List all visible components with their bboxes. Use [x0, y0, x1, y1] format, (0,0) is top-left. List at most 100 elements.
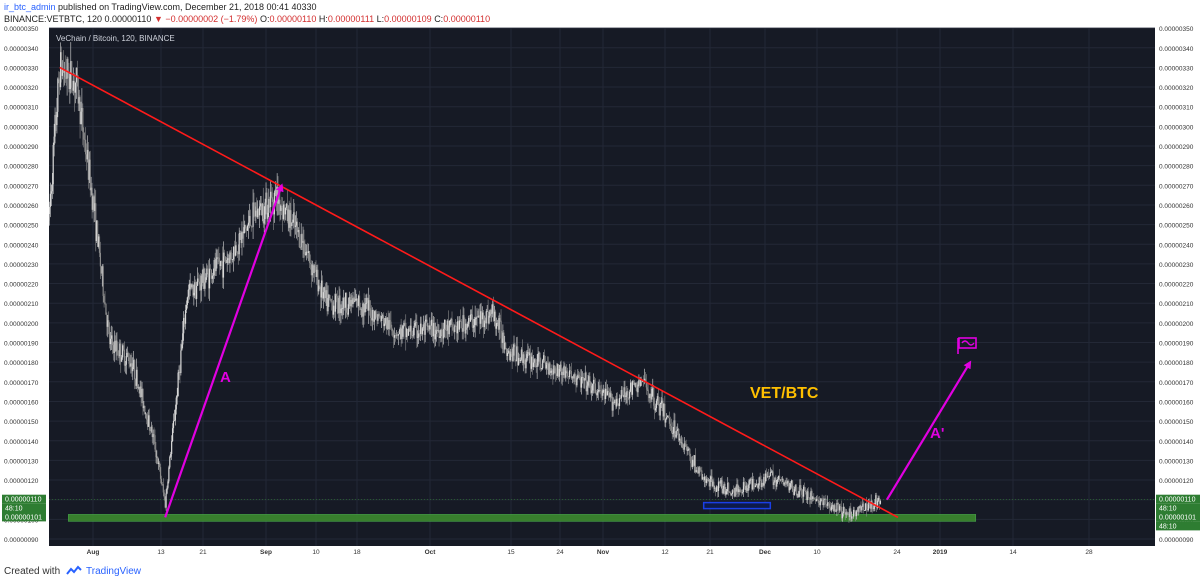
candle-body — [308, 251, 311, 263]
tradingview-brand-link[interactable]: TradingView — [86, 566, 142, 577]
candle-body — [843, 506, 845, 513]
candle-body — [857, 507, 859, 512]
candle-body — [483, 320, 485, 328]
candle-body — [749, 479, 751, 481]
candle-body — [344, 297, 346, 308]
candle-body — [591, 390, 593, 393]
candle-body — [345, 292, 348, 313]
candle-body — [742, 482, 745, 493]
descending-trendline[interactable] — [59, 66, 899, 519]
candle-body — [645, 382, 647, 388]
candle-body — [357, 295, 360, 306]
candle-body — [68, 77, 70, 90]
candle-body — [767, 476, 770, 477]
candle-body — [468, 317, 470, 324]
candle-body — [77, 78, 79, 104]
left-price-label: 0.00000240 — [4, 242, 39, 249]
candle-body — [454, 325, 456, 332]
candle-body — [260, 203, 263, 216]
candle-body — [671, 430, 673, 435]
candle-body — [84, 139, 87, 155]
candle-body — [282, 207, 284, 220]
candle-body — [743, 482, 746, 487]
candle-body — [382, 315, 385, 327]
candle-body — [640, 380, 642, 386]
close-label: C: — [434, 14, 444, 24]
candle-body — [72, 80, 75, 91]
candle-body — [726, 489, 728, 492]
left-price-label: 0.00000230 — [4, 262, 39, 269]
time-label: 15 — [507, 549, 515, 556]
candle-body — [858, 507, 860, 509]
candle-body — [130, 363, 132, 367]
candle-body — [147, 415, 150, 427]
candle-body — [873, 506, 875, 509]
candle-body — [863, 503, 865, 511]
wave-a-prime-arrow[interactable] — [885, 360, 972, 501]
candle-body — [364, 304, 366, 313]
time-label: 24 — [893, 549, 901, 556]
wave-a-arrow[interactable] — [164, 183, 284, 518]
candle-body — [496, 322, 498, 324]
candle-body — [772, 471, 774, 486]
time-axis[interactable]: Aug 13 21 Sep 10 18 Oct 15 24 Nov 12 21 Dec 10 24 2019 1… — [87, 549, 1093, 556]
time-label: Nov — [597, 549, 610, 556]
candle-body — [233, 246, 236, 256]
candle-body — [528, 351, 530, 356]
candle-body — [219, 261, 221, 267]
candle-body — [794, 485, 796, 490]
candle-body — [766, 476, 769, 477]
candle-body — [840, 506, 843, 519]
candle-body — [389, 320, 391, 322]
candle-body — [510, 351, 512, 354]
candle-body — [129, 363, 131, 367]
candle-body — [481, 312, 484, 320]
candle-body — [465, 323, 467, 334]
price-chart[interactable]: 0.00000350 0.00000350 0.00000340 0.00000340… — [0, 26, 1200, 556]
author-link[interactable]: ir_btc_admin — [4, 2, 56, 12]
candle-body — [207, 268, 209, 274]
candle-body — [91, 187, 93, 210]
candle-body — [107, 320, 109, 327]
right-price-label: 0.00000240 — [1159, 242, 1194, 249]
candle-body — [139, 386, 141, 394]
candle-body — [584, 372, 586, 380]
candle-body — [286, 203, 288, 222]
candle-body — [440, 329, 442, 337]
candle-body — [340, 308, 342, 314]
candle-body — [266, 192, 268, 219]
candle-body — [366, 298, 368, 304]
candle-body — [334, 294, 337, 312]
right-price-label: 0.00000340 — [1159, 46, 1194, 53]
candle-body — [367, 298, 369, 311]
candle-body — [128, 357, 130, 364]
candle-body — [111, 335, 114, 346]
candle-body — [491, 312, 493, 314]
left-price-label: 0.00000270 — [4, 183, 39, 190]
candle-body — [346, 312, 349, 315]
candle-body — [592, 379, 595, 384]
candle-body — [145, 413, 147, 415]
candle-body — [699, 467, 701, 471]
candle-body — [522, 354, 524, 364]
candle-body — [113, 341, 115, 353]
candle-body — [464, 323, 466, 334]
candle-body — [210, 269, 213, 279]
candle-body — [235, 245, 238, 253]
candle-body — [314, 265, 316, 267]
candle-body — [437, 330, 439, 332]
candle-body — [248, 215, 250, 223]
chart-area[interactable]: 0.00000350 0.00000350 0.00000340 0.00000340… — [0, 26, 1200, 556]
candle-body — [791, 480, 794, 492]
candle-body — [316, 269, 318, 278]
candle-body — [610, 392, 612, 395]
candle-body — [551, 370, 553, 372]
candle-body — [669, 423, 671, 426]
candle-body — [532, 362, 535, 367]
candle-body — [543, 355, 545, 361]
candle-body — [379, 315, 381, 318]
candle-body — [761, 483, 763, 488]
candle-body — [65, 77, 67, 79]
candle-body — [328, 294, 330, 298]
time-label: 21 — [199, 549, 207, 556]
